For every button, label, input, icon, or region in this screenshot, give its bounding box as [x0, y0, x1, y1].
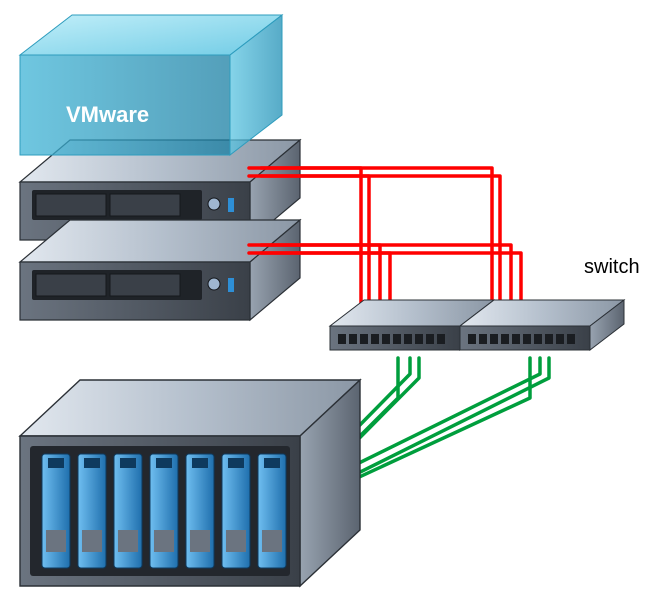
switch-label: switch: [584, 256, 640, 279]
vmware-label: VMware: [66, 102, 149, 127]
diagram-canvas: VMware: [0, 0, 664, 609]
